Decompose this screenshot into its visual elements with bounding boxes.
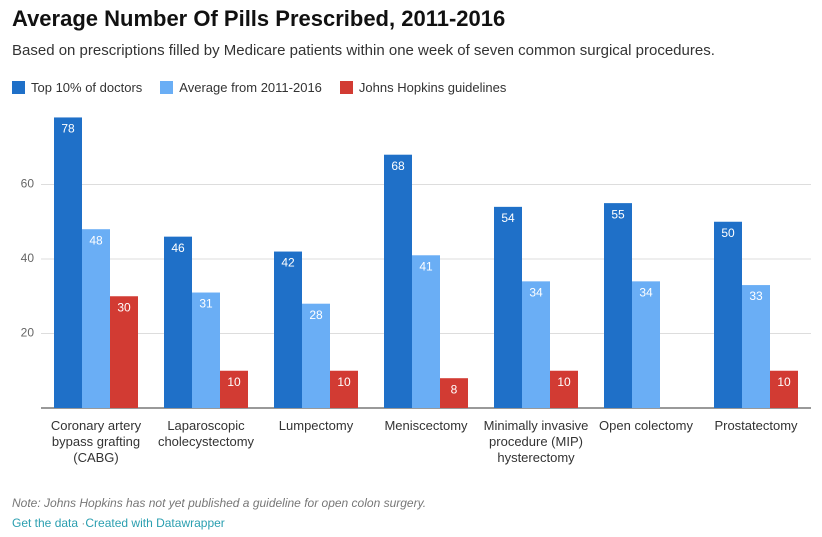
bar xyxy=(54,117,82,408)
legend-item: Average from 2011-2016 xyxy=(160,80,322,95)
legend-swatch xyxy=(12,81,25,94)
bar xyxy=(384,154,412,408)
legend-swatch xyxy=(160,81,174,94)
value-label: 41 xyxy=(419,259,433,273)
legend: Top 10% of doctors Average from 2011-2016… xyxy=(12,80,506,95)
bar xyxy=(440,378,468,408)
value-label: 30 xyxy=(117,300,131,314)
legend-label: Top 10% of doctors xyxy=(31,80,143,95)
bar xyxy=(604,203,632,408)
value-label: 10 xyxy=(777,375,791,389)
bar xyxy=(192,292,220,408)
bar xyxy=(742,285,770,408)
bar xyxy=(714,221,742,408)
y-tick-label: 20 xyxy=(21,326,35,340)
x-tick-label: Laparoscopic cholecystectomy xyxy=(157,418,255,449)
bar xyxy=(302,303,330,408)
x-tick-label: Prostatectomy xyxy=(714,418,798,433)
value-label: 33 xyxy=(749,289,763,303)
bar xyxy=(550,370,578,408)
bar xyxy=(330,370,358,408)
x-tick-label: Open colectomy xyxy=(599,418,693,433)
bar xyxy=(412,255,440,408)
value-label: 42 xyxy=(281,256,295,270)
x-tick-label: Minimally invasive procedure (MIP) hyste… xyxy=(483,418,589,465)
bar xyxy=(82,229,110,408)
value-label: 50 xyxy=(721,226,735,240)
value-label: 8 xyxy=(451,382,458,396)
value-label: 48 xyxy=(89,233,103,247)
value-label: 28 xyxy=(309,308,323,322)
value-label: 31 xyxy=(199,297,213,311)
y-tick-label: 60 xyxy=(21,177,35,191)
x-tick-label: Lumpectomy xyxy=(278,418,354,433)
legend-label: Johns Hopkins guidelines xyxy=(358,80,507,95)
value-label: 34 xyxy=(639,286,653,300)
bar xyxy=(164,236,192,408)
value-label: 54 xyxy=(501,211,515,225)
value-label: 78 xyxy=(61,122,75,136)
value-label: 68 xyxy=(391,159,405,173)
y-tick-label: 40 xyxy=(21,251,35,265)
value-label: 46 xyxy=(171,241,185,255)
footer-link[interactable]: Created with Datawrapper xyxy=(78,516,225,530)
bar xyxy=(110,296,138,408)
footer-links: Get the dataCreated with Datawrapper xyxy=(12,516,225,530)
bar xyxy=(522,281,550,408)
note: Note: Johns Hopkins has not yet publishe… xyxy=(12,496,427,510)
legend-item: Johns Hopkins guidelines xyxy=(339,80,507,95)
bar xyxy=(494,206,522,408)
chart-title: Average Number Of Pills Prescribed, 2011… xyxy=(12,6,506,31)
bar xyxy=(770,370,798,408)
footer-link[interactable]: Get the data xyxy=(12,516,79,530)
x-tick-label: Coronary artery bypass grafting (CABG) xyxy=(50,418,142,465)
value-label: 10 xyxy=(337,375,351,389)
bar xyxy=(274,251,302,408)
legend-swatch xyxy=(339,81,353,94)
value-label: 10 xyxy=(227,375,241,389)
chart-subtitle: Based on prescriptions filled by Medicar… xyxy=(12,42,715,59)
legend-label: Average from 2011-2016 xyxy=(179,80,322,95)
value-label: 10 xyxy=(557,375,571,389)
legend-item: Top 10% of doctors xyxy=(12,80,142,95)
value-label: 55 xyxy=(611,207,625,221)
x-tick-label: Meniscectomy xyxy=(384,418,468,433)
value-label: 34 xyxy=(529,286,543,300)
bar xyxy=(632,281,660,408)
bar xyxy=(220,370,248,408)
